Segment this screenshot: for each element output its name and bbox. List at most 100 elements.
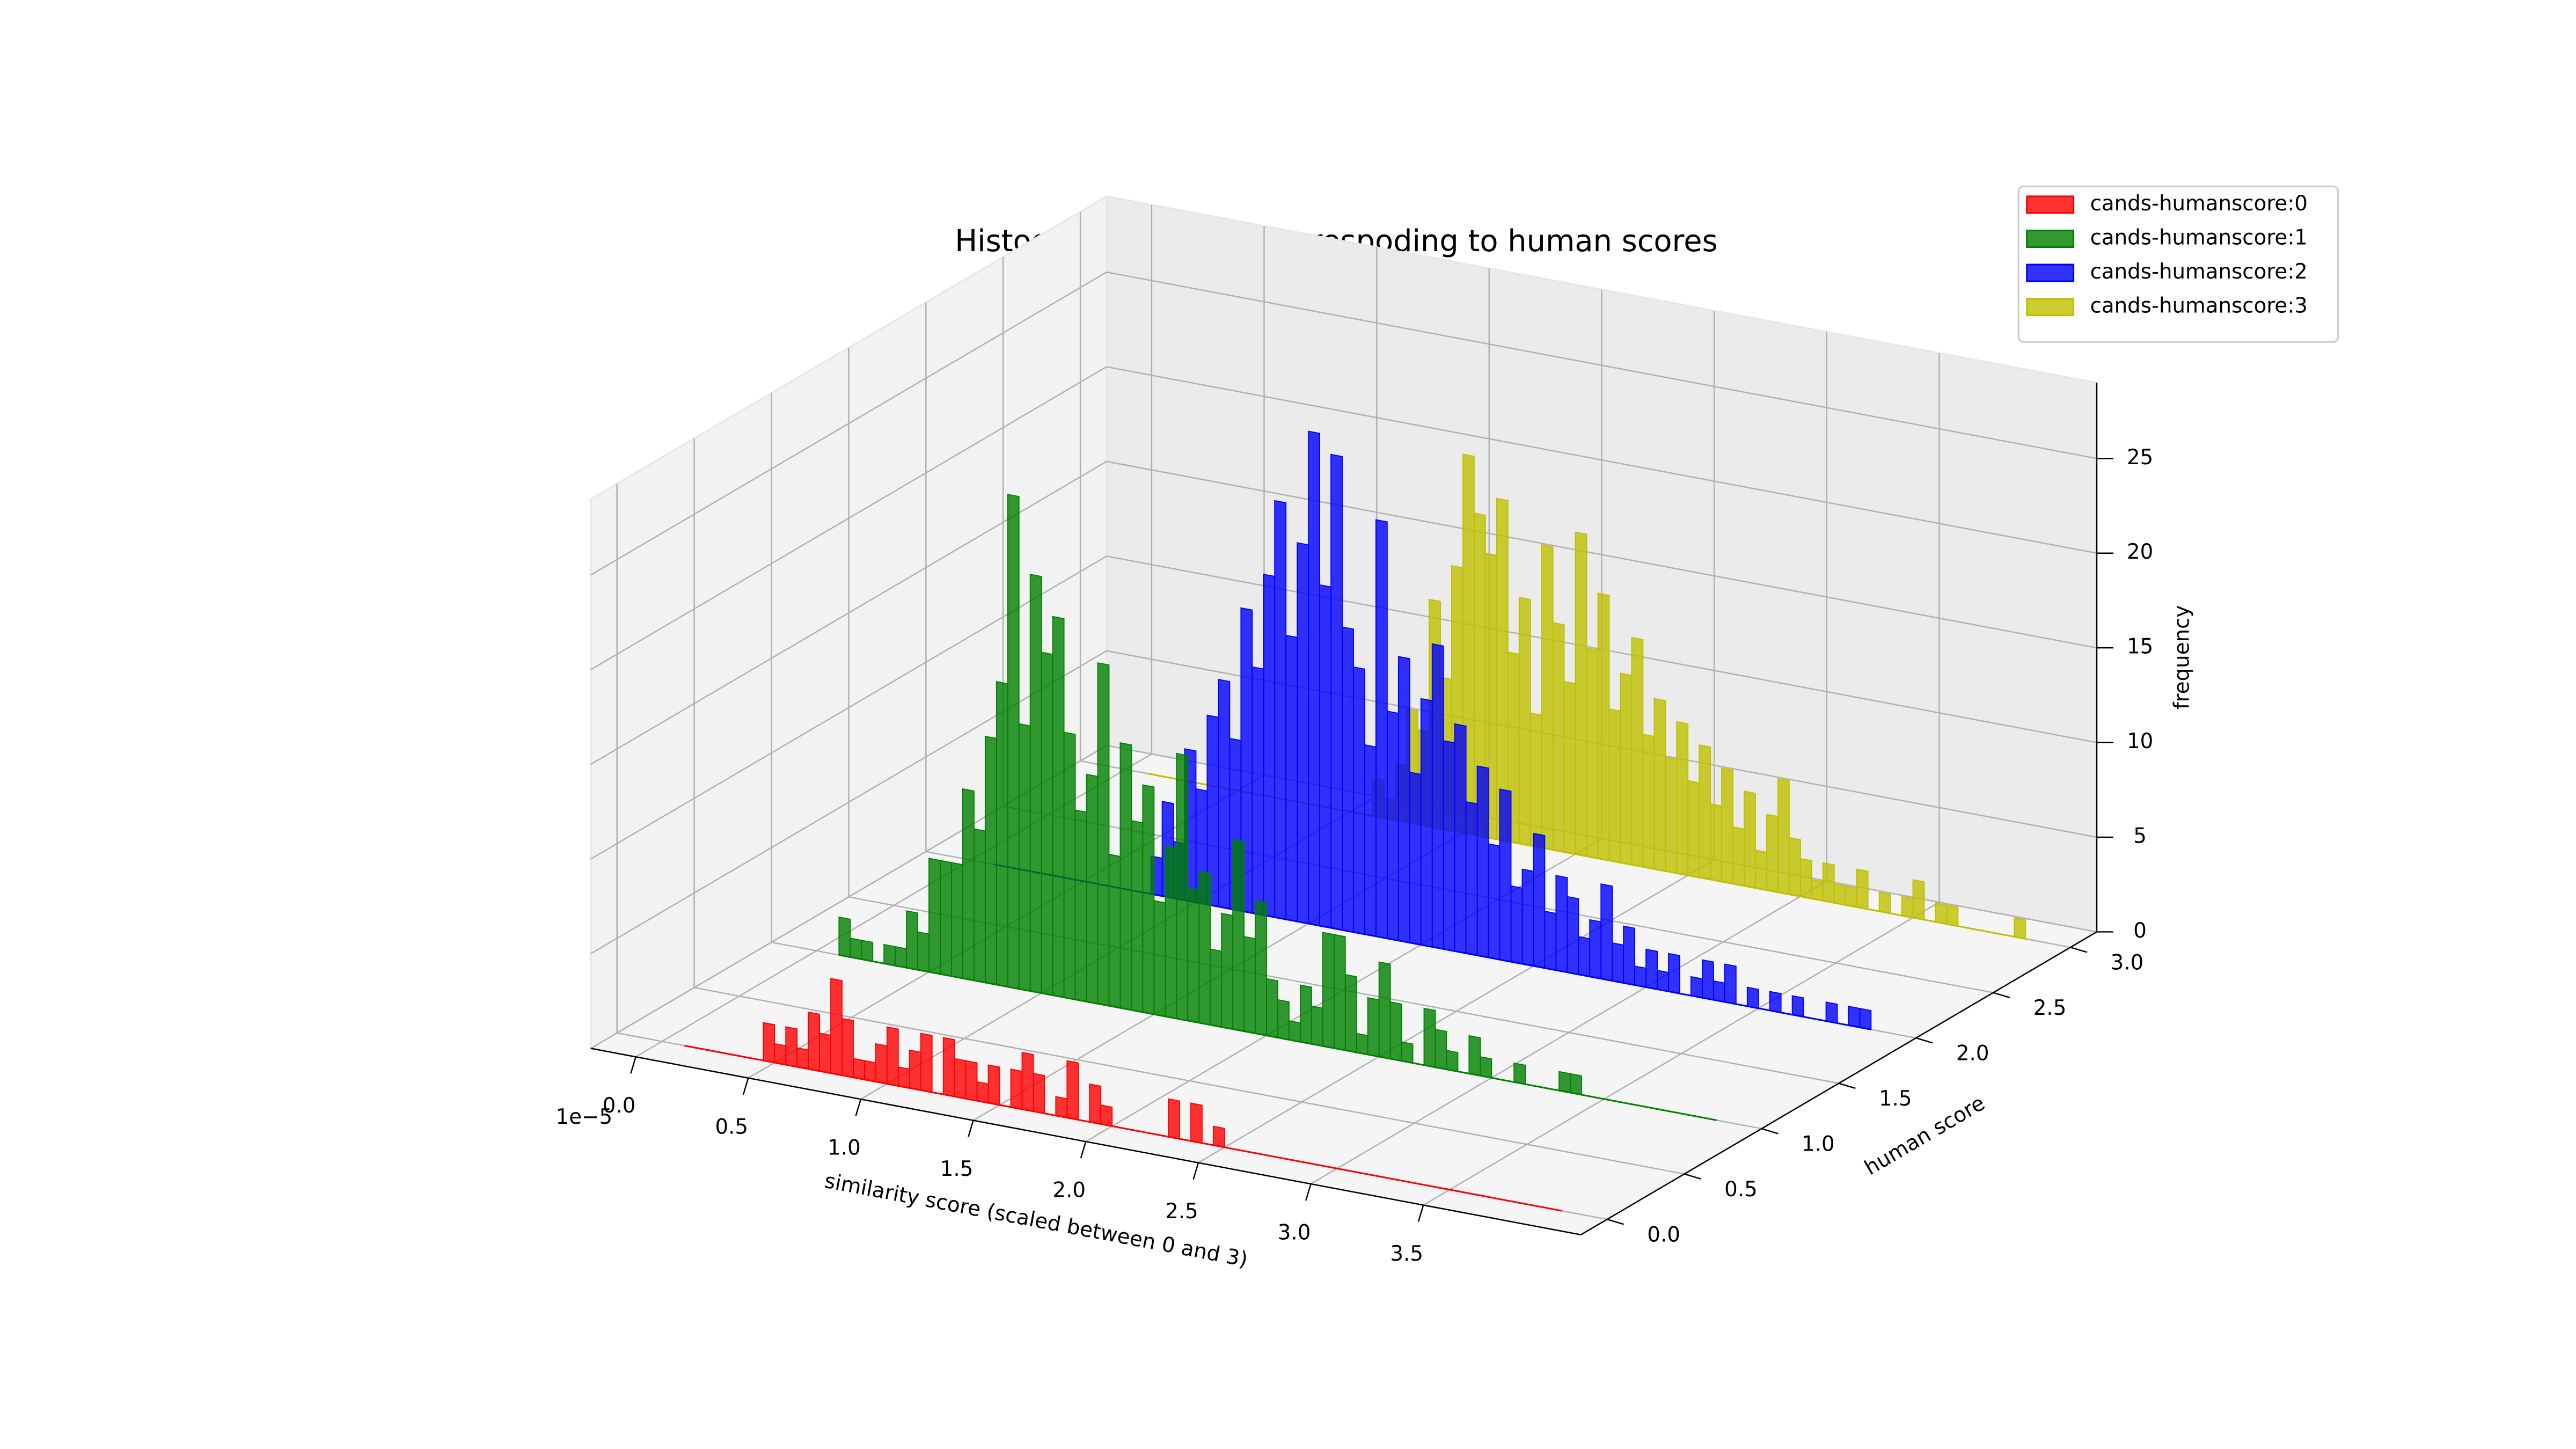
bar [841,1018,854,1078]
bar [1645,948,1658,990]
bar [1435,1028,1447,1070]
bar [1746,986,1759,1009]
bar [1856,868,1869,910]
bar [1705,1117,1717,1121]
bar [1575,531,1587,857]
x-tick-label: 3.0 [1278,1221,1311,1245]
z-axis-label: frequency [2170,605,2194,709]
y-tick-label: 3.0 [2111,951,2144,975]
tick-mark [1080,1141,1087,1159]
bar [1586,647,1599,859]
bar [1409,771,1422,946]
legend-label: cands-humanscore:3 [2090,294,2308,318]
bar [1089,1083,1102,1125]
x-offset-label: 1e−5 [556,1105,613,1129]
bar [1386,711,1399,941]
bar [1330,453,1343,931]
bar [861,939,874,962]
bar [1901,896,1914,919]
bar [1021,1051,1034,1112]
legend-swatch [2026,195,2075,214]
bar [1074,809,1087,1002]
bar [1468,1035,1481,1077]
bar [1612,942,1624,984]
bar [1529,712,1542,848]
bar [886,1026,899,1087]
bar [1558,1071,1571,1094]
bar [1499,788,1512,963]
bar [1701,959,1714,1001]
tick-mark [630,1056,636,1074]
z-tick-label: 20 [2127,540,2153,564]
bar [1029,574,1042,994]
bar [1623,925,1636,986]
bar [1555,875,1568,973]
tick-mark [1839,1082,1856,1089]
bar [1912,879,1925,920]
bar [1342,626,1354,933]
bar [1567,896,1579,975]
x-axis [590,1048,1581,1235]
bar [1375,519,1388,939]
bar [1131,820,1144,1013]
y-tick-label: 2.0 [1956,1042,1989,1066]
bar [1460,1191,1473,1195]
bar [954,1058,967,1100]
bar [1631,636,1644,868]
legend: cands-humanscore:0 cands-humanscore:1 cand… [2017,185,2339,343]
bar [1578,936,1591,977]
bar [1552,622,1565,853]
bar [1521,868,1534,967]
bar [1367,997,1380,1058]
grid-line [590,460,1107,765]
bar [940,860,952,977]
bar [1476,765,1489,958]
bar [920,1033,933,1093]
bar [763,1022,775,1064]
bar [1187,887,1200,1023]
bar [1541,544,1554,851]
x-tick-label: 1.5 [940,1157,974,1181]
bar [1550,1208,1562,1212]
bar [1845,885,1857,908]
bar [2014,917,2026,940]
y-tick-label: 0.5 [1724,1177,1758,1202]
bar [928,858,941,975]
z-tick-label: 25 [2127,445,2153,470]
bar [819,1033,831,1074]
bar [838,916,851,958]
tick-mark [742,1078,749,1095]
bar [1055,1096,1068,1118]
bar [1510,885,1523,965]
bar [987,1064,1000,1106]
z-tick-label: 10 [2127,729,2153,753]
bar [1513,1062,1526,1085]
bar [1724,963,1737,1005]
x-tick-label: 0.5 [715,1115,748,1139]
bar [850,938,862,960]
bar [1946,904,1959,927]
bar [1420,698,1433,948]
bar [906,910,918,971]
z-tick-label: 0 [2133,919,2147,943]
tick-mark [1761,1128,1779,1135]
z-tick-label: 5 [2133,824,2147,848]
bar [1393,1179,1405,1182]
bar [1240,607,1253,914]
legend-label: cands-humanscore:2 [2090,260,2308,284]
bar [1687,780,1700,879]
bar [1600,883,1613,982]
bar [1176,752,1189,1021]
legend-swatch [2026,229,2075,248]
bar [1097,662,1110,1007]
bar [917,931,930,973]
bar [1364,744,1377,937]
bar [1108,853,1121,1009]
bar [1825,1001,1838,1024]
bar [853,1058,865,1080]
x-tick-label: 2.5 [1165,1199,1198,1224]
tick-mark [1915,1037,1933,1044]
bar [1563,680,1576,855]
z-tick-label: 15 [2127,635,2153,659]
bar [1668,953,1680,994]
